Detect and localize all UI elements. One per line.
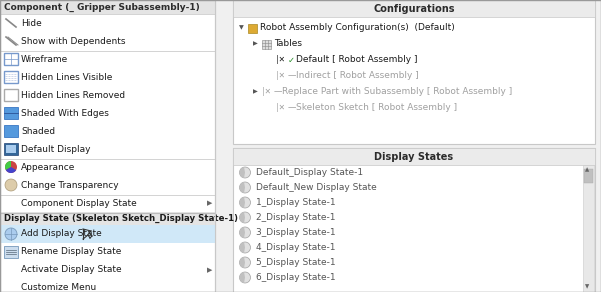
Wedge shape [240,197,245,208]
Text: |✕: |✕ [276,72,285,81]
Circle shape [240,197,251,208]
Wedge shape [240,182,245,193]
Text: Component (_ Gripper Subassembly-1): Component (_ Gripper Subassembly-1) [4,2,200,12]
Text: Display States: Display States [374,152,454,161]
Bar [4,53,18,65]
Bar [262,40,271,49]
Text: |✕: |✕ [262,88,271,96]
Text: ▼: ▼ [239,25,244,30]
Text: Component Display State: Component Display State [21,199,137,208]
Text: Add Display State: Add Display State [21,230,102,239]
Bar [233,0,595,144]
Text: Appearance: Appearance [21,163,75,171]
Text: Wireframe: Wireframe [21,55,69,63]
Bar [248,24,257,33]
Bar [4,71,18,83]
Bar [0,225,215,243]
Text: 1_Display State-1: 1_Display State-1 [256,198,335,207]
Circle shape [240,227,251,238]
Text: Robot Assembly Configuration(s)  (Default): Robot Assembly Configuration(s) (Default… [260,23,455,32]
Text: 3_Display State-1: 3_Display State-1 [256,228,335,237]
Text: Hidden Lines Removed: Hidden Lines Removed [21,91,125,100]
Text: Default [ Robot Assembly ]: Default [ Robot Assembly ] [296,55,418,65]
Text: Default_Display State-1: Default_Display State-1 [256,168,363,177]
Text: Display State (Skeleton Sketch_Display State-1): Display State (Skeleton Sketch_Display S… [4,214,238,223]
Text: Indirect [ Robot Assembly ]: Indirect [ Robot Assembly ] [296,72,419,81]
Circle shape [240,257,251,268]
Text: Skeleton Sketch [ Robot Assembly ]: Skeleton Sketch [ Robot Assembly ] [296,103,457,112]
Wedge shape [6,167,16,173]
Text: ▶: ▶ [253,90,258,95]
Circle shape [240,167,251,178]
Text: |✕: |✕ [276,55,285,65]
Bar [0,0,215,292]
Text: Default_New Display State: Default_New Display State [256,183,377,192]
Bar [4,107,18,119]
Wedge shape [240,167,245,178]
Bar [233,0,595,17]
Wedge shape [5,161,11,170]
Wedge shape [240,212,245,223]
Bar [0,212,215,225]
Circle shape [5,228,17,240]
Bar [4,143,18,155]
Bar [233,148,595,292]
Text: Change Transparency: Change Transparency [21,180,118,190]
Wedge shape [240,227,245,238]
Circle shape [240,182,251,193]
Text: ▼: ▼ [585,284,590,289]
Text: ▶: ▶ [207,267,212,273]
Text: 5_Display State-1: 5_Display State-1 [256,258,335,267]
Circle shape [240,242,251,253]
Wedge shape [240,242,245,253]
Text: ▲: ▲ [585,168,590,173]
Text: ✓: ✓ [288,55,295,65]
Text: Activate Display State: Activate Display State [21,265,121,274]
Text: 6_Display State-1: 6_Display State-1 [256,273,335,282]
Text: |✕: |✕ [276,103,285,112]
Text: Configurations: Configurations [373,4,455,13]
Text: —: — [288,103,296,112]
Text: Hidden Lines Visible: Hidden Lines Visible [21,72,112,81]
Bar [4,89,18,101]
Bar [233,148,595,165]
Text: Rename Display State: Rename Display State [21,248,121,256]
Text: Tables: Tables [274,39,302,48]
Text: 4_Display State-1: 4_Display State-1 [256,243,335,252]
Wedge shape [240,272,245,283]
Circle shape [240,272,251,283]
Bar [4,125,18,137]
Text: Customize Menu: Customize Menu [21,284,96,292]
Circle shape [5,161,17,173]
Text: Shaded With Edges: Shaded With Edges [21,109,109,117]
Text: —: — [274,88,282,96]
Bar [583,165,594,292]
Wedge shape [240,257,245,268]
Bar [584,169,593,183]
Bar [6,145,16,153]
Bar [4,246,18,258]
Circle shape [5,179,17,191]
Bar [0,0,215,292]
Text: —: — [288,72,296,81]
Text: ▶: ▶ [207,200,212,206]
Circle shape [240,212,251,223]
Text: Show with Dependents: Show with Dependents [21,36,126,46]
Text: Hide: Hide [21,18,41,27]
Text: Default Display: Default Display [21,145,91,154]
Text: 2_Display State-1: 2_Display State-1 [256,213,335,222]
Text: Shaded: Shaded [21,126,55,135]
Bar [0,0,215,14]
Text: ▶: ▶ [253,41,258,46]
Text: Replace Part with Subassembly [ Robot Assembly ]: Replace Part with Subassembly [ Robot As… [282,88,512,96]
